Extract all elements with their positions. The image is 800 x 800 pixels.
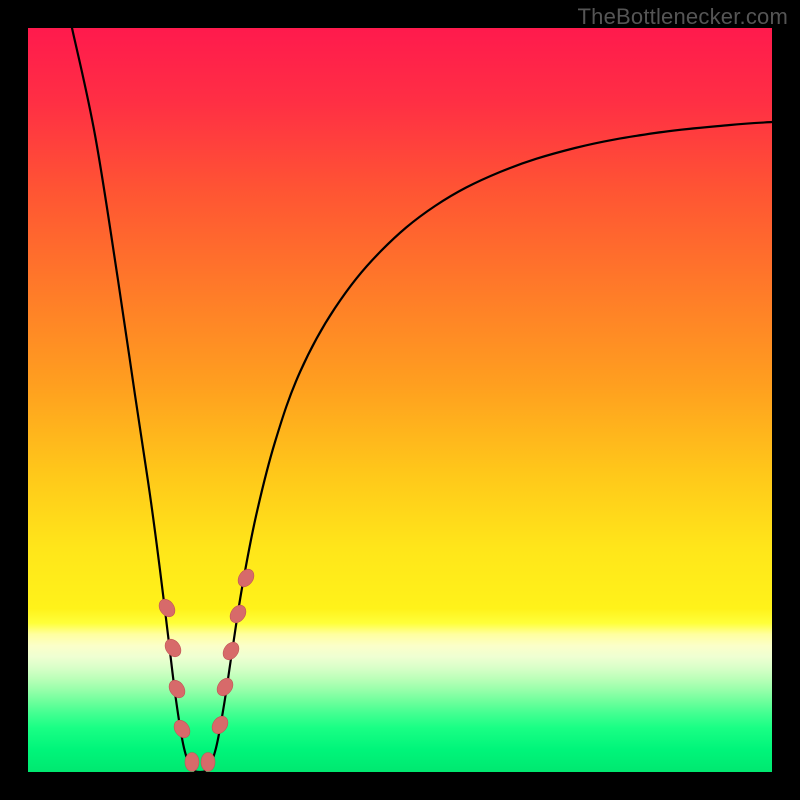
data-marker bbox=[201, 753, 215, 772]
gradient-background bbox=[28, 28, 772, 772]
plot-area bbox=[28, 28, 772, 772]
data-marker bbox=[185, 753, 199, 772]
chart-stage: TheBottlenecker.com bbox=[0, 0, 800, 800]
bottleneck-chart-svg bbox=[0, 0, 800, 800]
